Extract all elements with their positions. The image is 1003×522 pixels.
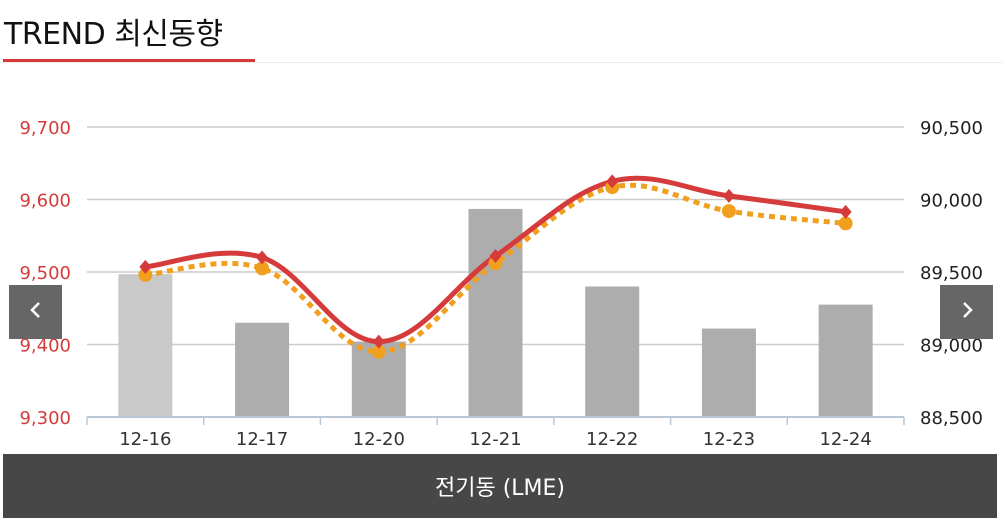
bar: [701, 328, 756, 417]
x-axis-tick-label: 12-20: [353, 429, 405, 450]
x-axis-tick-label: 12-17: [236, 429, 288, 450]
x-axis-tick-label: 12-24: [819, 429, 871, 450]
right-axis-tick-label: 89,000: [920, 336, 983, 357]
solid-series-point: [139, 259, 152, 274]
page-title: TREND 최신동향: [4, 17, 223, 52]
title-underline: [3, 59, 255, 62]
dotted-series-point: [721, 204, 736, 219]
right-axis-tick-label: 90,000: [920, 191, 983, 212]
x-axis-tick-label: 12-23: [703, 429, 755, 450]
dotted-series-point: [371, 344, 386, 359]
solid-series-point: [722, 188, 735, 203]
x-axis-tick-label: 12-21: [469, 429, 521, 450]
trend-chart: 9,700 90,500 9,600 90,000 9,500 89,500 9,400 89…: [19, 118, 983, 450]
right-axis-tick-label: 90,500: [920, 118, 983, 139]
right-axis-tick-label: 88,500: [920, 408, 983, 429]
x-axis-tick-label: 12-16: [119, 429, 171, 450]
dotted-series-point: [838, 216, 853, 231]
bar: [235, 322, 290, 417]
left-axis-tick-label: 9,300: [19, 408, 71, 429]
bar: [818, 304, 873, 417]
solid-series-point: [372, 334, 385, 349]
header: TREND 최신동향: [0, 0, 1003, 63]
left-axis-tick-label: 9,600: [19, 191, 71, 212]
left-axis-tick-label: 9,700: [19, 118, 71, 139]
right-axis-tick-label: 89,500: [920, 263, 983, 284]
chevron-right-icon: [960, 300, 974, 324]
bar: [118, 274, 173, 417]
dotted-series-point: [255, 261, 270, 276]
solid-series-point: [606, 174, 619, 189]
chart-caption-bar: 전기동 (LME): [3, 454, 997, 518]
chevron-left-icon: [29, 300, 43, 324]
chart-caption: 전기동 (LME): [434, 476, 566, 501]
x-axis-tick-label: 12-22: [586, 429, 638, 450]
bar: [585, 286, 640, 417]
left-axis-tick-label: 9,500: [19, 263, 71, 284]
prev-button[interactable]: [9, 285, 62, 339]
solid-series-point: [256, 250, 269, 265]
next-button[interactable]: [940, 285, 993, 339]
solid-series-point: [489, 249, 502, 264]
left-axis-tick-label: 9,400: [19, 336, 71, 357]
dotted-series-point: [488, 256, 503, 271]
dotted-series-point: [138, 267, 153, 282]
solid-series-point: [839, 204, 852, 219]
